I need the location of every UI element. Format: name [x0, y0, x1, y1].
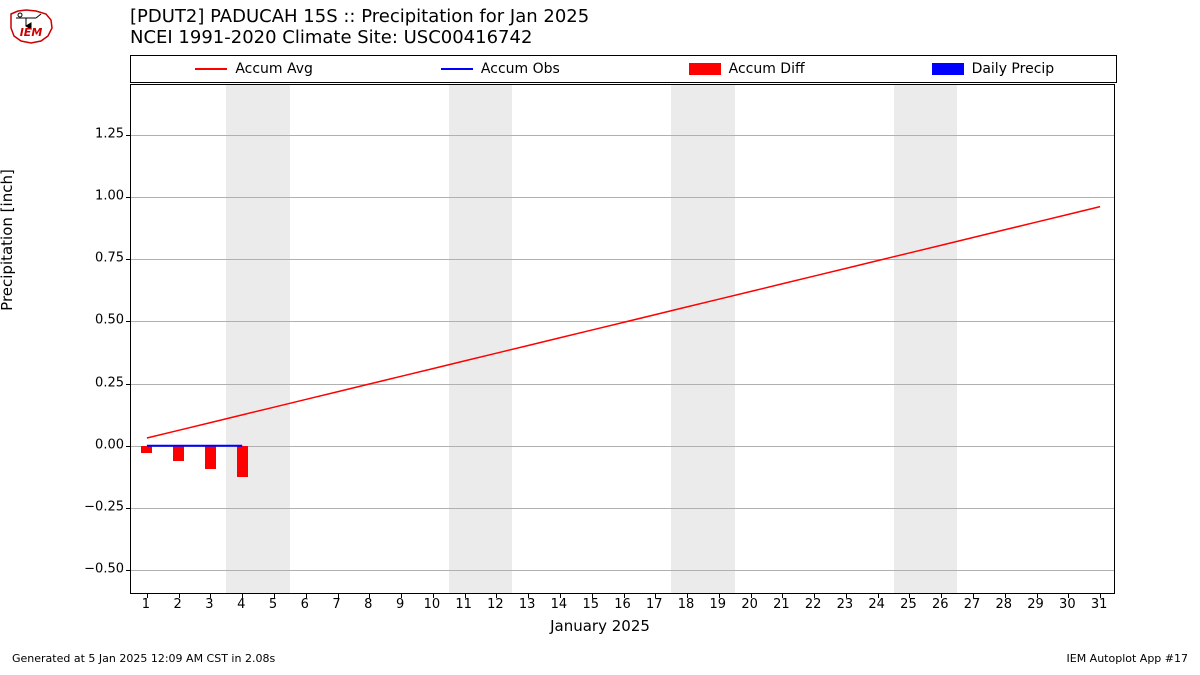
xtick-label: 16 [614, 597, 631, 612]
accum-avg-line [131, 85, 1114, 593]
xtick-label: 29 [1027, 597, 1044, 612]
xtick-label: 12 [487, 597, 504, 612]
xtick-label: 1 [142, 597, 150, 612]
xtick-label: 7 [332, 597, 340, 612]
ytick-label: 0.75 [74, 251, 124, 266]
xtick-label: 24 [868, 597, 885, 612]
legend-label: Accum Avg [235, 61, 313, 77]
iem-logo: IEM [6, 6, 56, 46]
xtick-label: 2 [174, 597, 182, 612]
legend-swatch [441, 68, 473, 70]
xtick-label: 4 [237, 597, 245, 612]
xtick-label: 13 [519, 597, 536, 612]
xtick-label: 27 [964, 597, 981, 612]
legend-swatch [195, 68, 227, 70]
xtick-label: 22 [805, 597, 822, 612]
ytick-label: 0.25 [74, 375, 124, 390]
xtick-label: 18 [678, 597, 695, 612]
legend-swatch [932, 63, 964, 75]
ytick-label: 1.25 [74, 126, 124, 141]
ytick-label: 0.50 [74, 313, 124, 328]
y-axis-label: Precipitation [inch] [0, 140, 16, 340]
legend-item: Accum Obs [377, 61, 623, 77]
legend-label: Accum Diff [729, 61, 805, 77]
ytick-label: 0.00 [74, 437, 124, 452]
plot-area [130, 84, 1115, 594]
x-axis-label: January 2025 [0, 617, 1200, 635]
xtick-label: 5 [269, 597, 277, 612]
xtick-label: 17 [646, 597, 663, 612]
legend-label: Accum Obs [481, 61, 560, 77]
xtick-label: 11 [455, 597, 472, 612]
footer-generated: Generated at 5 Jan 2025 12:09 AM CST in … [12, 652, 275, 665]
title-line-1: [PDUT2] PADUCAH 15S :: Precipitation for… [130, 6, 589, 27]
footer-app: IEM Autoplot App #17 [1067, 652, 1189, 665]
xtick-label: 31 [1091, 597, 1108, 612]
legend-item: Accum Avg [131, 61, 377, 77]
legend-swatch [689, 63, 721, 75]
legend: Accum Avg Accum Obs Accum Diff Daily Precip [130, 55, 1117, 83]
svg-text:IEM: IEM [20, 26, 43, 39]
legend-item: Accum Diff [624, 61, 870, 77]
legend-label: Daily Precip [972, 61, 1055, 77]
xtick-label: 28 [996, 597, 1013, 612]
xtick-label: 8 [364, 597, 372, 612]
xtick-label: 15 [582, 597, 599, 612]
xtick-label: 3 [205, 597, 213, 612]
chart-title: [PDUT2] PADUCAH 15S :: Precipitation for… [130, 6, 589, 48]
xtick-label: 19 [710, 597, 727, 612]
title-line-2: NCEI 1991-2020 Climate Site: USC00416742 [130, 27, 589, 48]
xtick-label: 21 [773, 597, 790, 612]
ytick-label: 1.00 [74, 188, 124, 203]
xtick-label: 20 [741, 597, 758, 612]
ytick-label: −0.50 [74, 562, 124, 577]
xtick-label: 10 [424, 597, 441, 612]
xtick-label: 25 [900, 597, 917, 612]
xtick-label: 26 [932, 597, 949, 612]
xtick-label: 23 [837, 597, 854, 612]
legend-item: Daily Precip [870, 61, 1116, 77]
ytick-label: −0.25 [74, 499, 124, 514]
xtick-label: 6 [301, 597, 309, 612]
xtick-label: 9 [396, 597, 404, 612]
xtick-label: 14 [551, 597, 568, 612]
xtick-label: 30 [1059, 597, 1076, 612]
